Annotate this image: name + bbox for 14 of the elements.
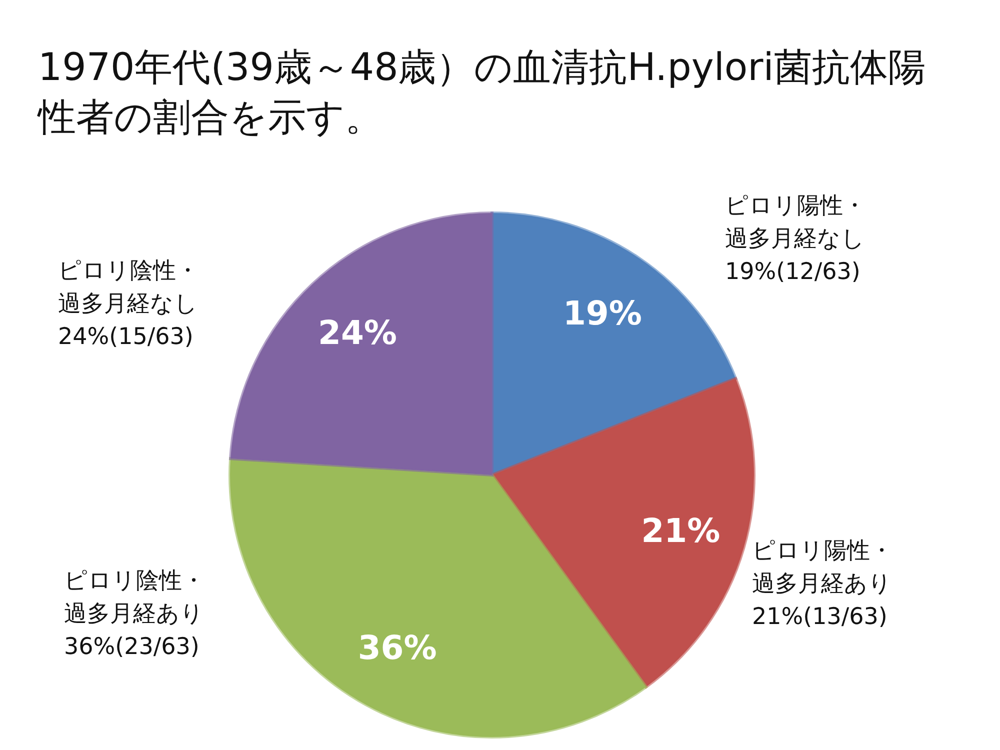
slice-label: ピロリ陰性・過多月経なし: [58, 257, 200, 319]
text: 24%(15/63): [58, 323, 194, 352]
chart-title: 1970年代(39歳～48歳）の血清抗H.pylori菌抗体陽性者の割合を示す。: [38, 44, 927, 141]
text: 36%(23/63): [64, 633, 200, 662]
slice-label: ピロリ陽性・過多月経なし: [725, 192, 867, 254]
slice-label: ピロリ陽性・過多月経あり: [752, 537, 894, 599]
data-label: 19%: [562, 293, 642, 332]
data-label: 24%: [318, 312, 397, 352]
text: 21%(13/63): [752, 603, 888, 632]
data-label: 36%: [358, 628, 437, 668]
pie-slice: [229, 212, 494, 476]
data-label: 21%: [641, 510, 720, 550]
slice-label: ピロリ陰性・過多月経あり: [64, 567, 206, 629]
text: 19%(12/63): [725, 258, 862, 287]
